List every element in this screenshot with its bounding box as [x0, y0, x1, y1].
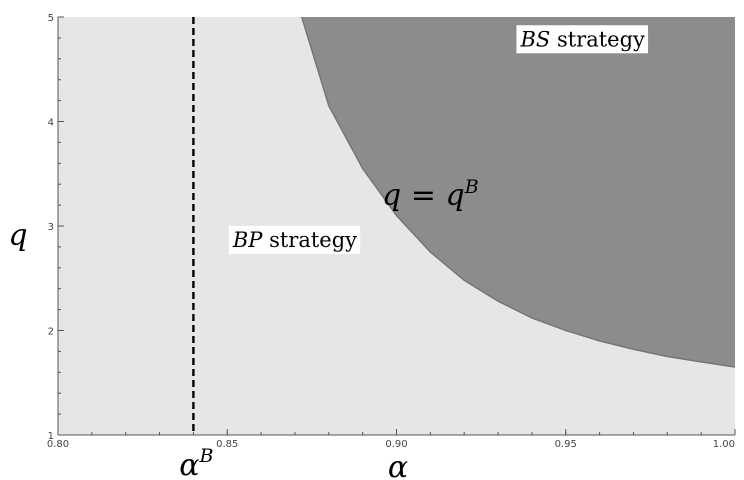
curve-label-equals: =	[401, 178, 445, 213]
bs-label-text: BS strategy	[519, 27, 645, 51]
y-tick-label: 4	[48, 118, 54, 129]
curve-label-rhs: q	[445, 178, 464, 213]
alpha-b-label-base: α	[179, 448, 199, 480]
y-tick-label: 2	[48, 327, 54, 338]
bs-region-label: BS strategy	[516, 25, 649, 54]
x-axis-label: α	[388, 450, 408, 480]
bs-label-math: BS	[519, 27, 550, 51]
curve-label-sup: B	[464, 176, 479, 198]
alpha-b-label: αB	[179, 445, 213, 480]
x-tick-label: 0.85	[216, 439, 238, 450]
bp-label-text: BP strategy	[232, 228, 357, 252]
boundary-curve	[301, 16, 736, 368]
bs-strategy-region	[301, 17, 735, 368]
y-tick-label: 1	[48, 431, 54, 442]
y-ticks: 1 2 3 4 5	[48, 13, 64, 442]
axes: 0.80 0.85 0.90 0.95 1.00 1 2 3 4 5	[47, 13, 736, 450]
x-tick-label: 0.80	[47, 439, 69, 450]
y-tick-label: 5	[48, 13, 54, 24]
bs-label-word: strategy	[550, 27, 645, 51]
curve-label-lhs: q	[382, 178, 401, 213]
y-axis-label: q	[8, 218, 27, 253]
x-tick-label: 0.95	[555, 439, 577, 450]
bp-region-label: BP strategy	[228, 225, 361, 254]
y-tick-label: 3	[48, 222, 54, 233]
bp-label-word: strategy	[262, 228, 357, 252]
curve-label: q = qB	[382, 176, 479, 213]
x-tick-label: 1.00	[713, 439, 735, 450]
x-ticks: 0.80 0.85 0.90 0.95 1.00	[47, 429, 736, 450]
plot-area	[58, 16, 736, 435]
x-tick-label: 0.90	[385, 439, 407, 450]
bp-label-math: BP	[232, 228, 263, 252]
bp-label-background	[228, 225, 361, 254]
bs-label-background	[516, 25, 649, 54]
alpha-b-label-sup: B	[199, 445, 214, 467]
